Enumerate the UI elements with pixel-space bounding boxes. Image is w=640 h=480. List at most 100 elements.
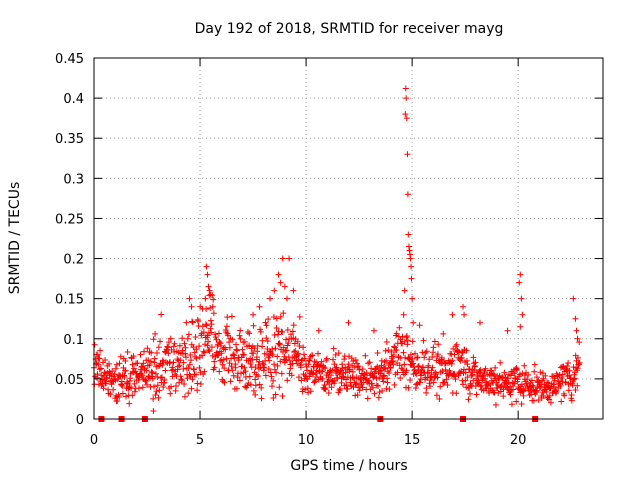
data-point: [170, 343, 177, 350]
data-point: [488, 367, 495, 374]
data-point: [269, 351, 276, 358]
data-point: [516, 279, 523, 286]
data-point: [476, 319, 483, 326]
data-point: [273, 325, 280, 332]
data-point: [119, 390, 126, 397]
data-point: [315, 350, 322, 357]
data-point: [289, 328, 296, 335]
data-point: [139, 384, 146, 391]
data-point: [429, 353, 436, 360]
data-point: [306, 357, 313, 364]
data-point: [165, 350, 172, 357]
data-point: [218, 350, 225, 357]
data-point: [525, 371, 532, 378]
data-point: [259, 337, 266, 344]
data-point: [160, 383, 167, 390]
data-point: [216, 368, 223, 375]
chart-title: Day 192 of 2018, SRMTID for receiver may…: [195, 21, 504, 37]
data-point: [282, 347, 289, 354]
data-point: [187, 357, 194, 364]
data-point: [381, 358, 388, 365]
x-tick-label: 10: [298, 433, 315, 448]
data-point: [131, 380, 138, 387]
data-point: [265, 316, 272, 323]
data-point: [205, 347, 212, 354]
data-point: [401, 361, 408, 368]
data-point: [400, 311, 407, 318]
data-point: [262, 319, 269, 326]
data-point: [121, 373, 128, 380]
data-point: [381, 372, 388, 379]
data-point: [302, 372, 309, 379]
data-point: [267, 295, 274, 302]
data-point: [252, 376, 259, 383]
data-point: [294, 338, 301, 345]
data-point: [391, 343, 398, 350]
data-point: [477, 383, 484, 390]
data-point: [323, 357, 330, 364]
data-point: [134, 360, 141, 367]
data-point: [366, 359, 373, 366]
data-point: [405, 231, 412, 238]
data-point: [263, 322, 270, 329]
data-point: [223, 323, 230, 330]
data-point: [482, 365, 489, 372]
data-point: [122, 367, 129, 374]
data-point: [433, 370, 440, 377]
data-point: [241, 351, 248, 358]
data-point: [285, 340, 292, 347]
data-point: [242, 368, 249, 375]
data-point: [208, 344, 215, 351]
data-point: [551, 377, 558, 384]
data-point: [352, 381, 359, 388]
data-point: [148, 349, 155, 356]
data-point: [167, 335, 174, 342]
data-point: [129, 361, 136, 368]
data-point: [126, 400, 133, 407]
data-point: [290, 287, 297, 294]
data-point: [373, 375, 380, 382]
data-point: [468, 372, 475, 379]
data-point: [176, 342, 183, 349]
data-point: [277, 313, 284, 320]
data-point: [174, 356, 181, 363]
data-point: [470, 354, 477, 361]
data-point: [116, 360, 123, 367]
data-point: [212, 334, 219, 341]
data-point: [269, 346, 276, 353]
data-point: [558, 398, 565, 405]
data-point: [513, 398, 520, 405]
data-point: [296, 313, 303, 320]
data-point: [346, 366, 353, 373]
data-point: [271, 361, 278, 368]
data-point: [453, 341, 460, 348]
data-point: [403, 95, 410, 102]
data-point: [573, 327, 580, 334]
data-point: [189, 318, 196, 325]
data-point: [518, 295, 525, 302]
data-point: [97, 365, 104, 372]
data-point: [221, 379, 228, 386]
data-point: [400, 349, 407, 356]
data-point: [386, 370, 393, 376]
data-point: [570, 364, 577, 371]
data-point: [574, 335, 581, 342]
data-point: [150, 395, 157, 402]
data-point: [111, 371, 118, 378]
data-point: [460, 381, 467, 388]
data-point: [116, 393, 123, 400]
data-point: [100, 385, 107, 392]
data-point: [114, 398, 121, 405]
data-point: [151, 383, 158, 390]
data-point: [286, 357, 293, 364]
data-point: [305, 389, 312, 396]
data-point: [472, 359, 479, 366]
data-point: [299, 356, 306, 363]
data-point: [370, 374, 377, 381]
data-point: [301, 355, 308, 362]
data-point: [261, 364, 268, 371]
data-point: [210, 296, 217, 303]
data-point: [168, 383, 175, 390]
data-point: [181, 393, 188, 400]
data-point: [231, 355, 238, 362]
